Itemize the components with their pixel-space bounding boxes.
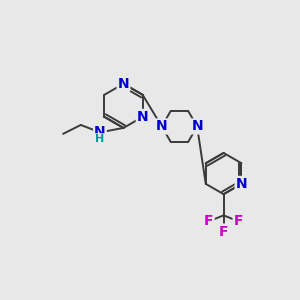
Text: N: N <box>94 125 106 139</box>
Text: F: F <box>234 214 243 228</box>
Text: N: N <box>118 77 129 91</box>
Text: N: N <box>236 177 247 191</box>
Text: F: F <box>204 214 214 228</box>
Text: N: N <box>191 119 203 134</box>
Text: N: N <box>156 119 168 134</box>
Text: H: H <box>95 134 105 144</box>
Text: F: F <box>219 225 228 238</box>
Text: N: N <box>137 110 148 124</box>
